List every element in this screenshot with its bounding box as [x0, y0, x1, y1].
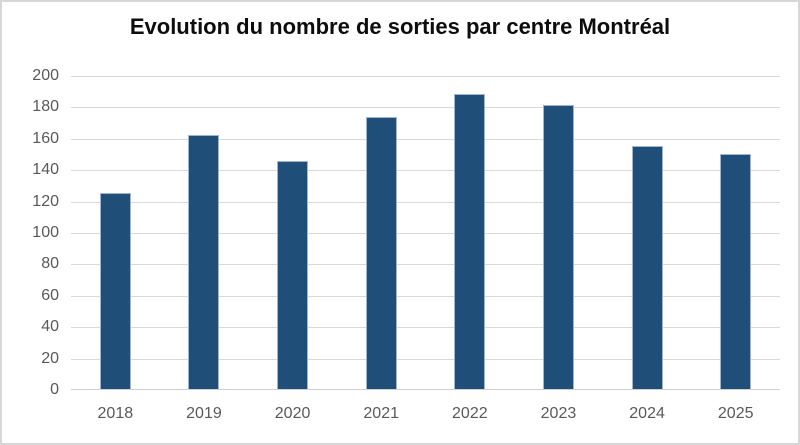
bar-2018	[99, 192, 131, 389]
gridline	[71, 327, 780, 329]
y-axis-tick-label: 40	[41, 318, 59, 336]
x-axis-line	[71, 389, 780, 390]
bar-2021	[365, 117, 397, 389]
y-axis-tick-label: 20	[41, 349, 59, 367]
gridline	[71, 358, 780, 360]
y-axis-tick-label: 120	[32, 192, 59, 210]
gridline	[71, 107, 780, 109]
bar-2022	[454, 93, 486, 389]
x-axis-tick-label: 2024	[629, 405, 665, 422]
x-axis-tick-label: 2021	[363, 405, 399, 422]
x-axis-tick-label: 2020	[274, 405, 311, 422]
bar-2024	[631, 145, 663, 389]
gridline	[71, 76, 780, 77]
gridline	[71, 264, 780, 266]
x-axis-tick-label: 2022	[452, 405, 488, 422]
bar-2023	[542, 104, 574, 389]
gridline	[71, 170, 780, 172]
x-axis-tick-label: 2019	[186, 405, 222, 422]
gridline	[71, 295, 780, 297]
x-axis-tick-label: 2023	[540, 405, 577, 422]
x-axis-tick-label: 2018	[97, 405, 134, 422]
bar-2020	[277, 161, 309, 389]
bar-2019	[188, 134, 220, 389]
bar-2025	[720, 153, 752, 389]
y-axis-tick-label: 200	[32, 67, 59, 84]
chart-title: Evolution du nombre de sorties par centr…	[129, 14, 671, 39]
y-axis-tick-label: 60	[41, 286, 59, 304]
gridline	[71, 233, 780, 234]
x-axis-tick-label: 2025	[717, 405, 754, 422]
plot-area	[71, 76, 780, 390]
y-axis-tick-label: 140	[32, 161, 59, 179]
gridline	[71, 138, 780, 140]
y-axis-tick-label: 160	[32, 129, 59, 147]
gridline	[71, 201, 780, 203]
y-axis-tick-label: 100	[32, 224, 59, 241]
y-axis-tick-label: 0	[50, 381, 59, 398]
y-axis-tick-label: 80	[41, 255, 59, 273]
y-axis-tick-label: 180	[32, 98, 59, 116]
